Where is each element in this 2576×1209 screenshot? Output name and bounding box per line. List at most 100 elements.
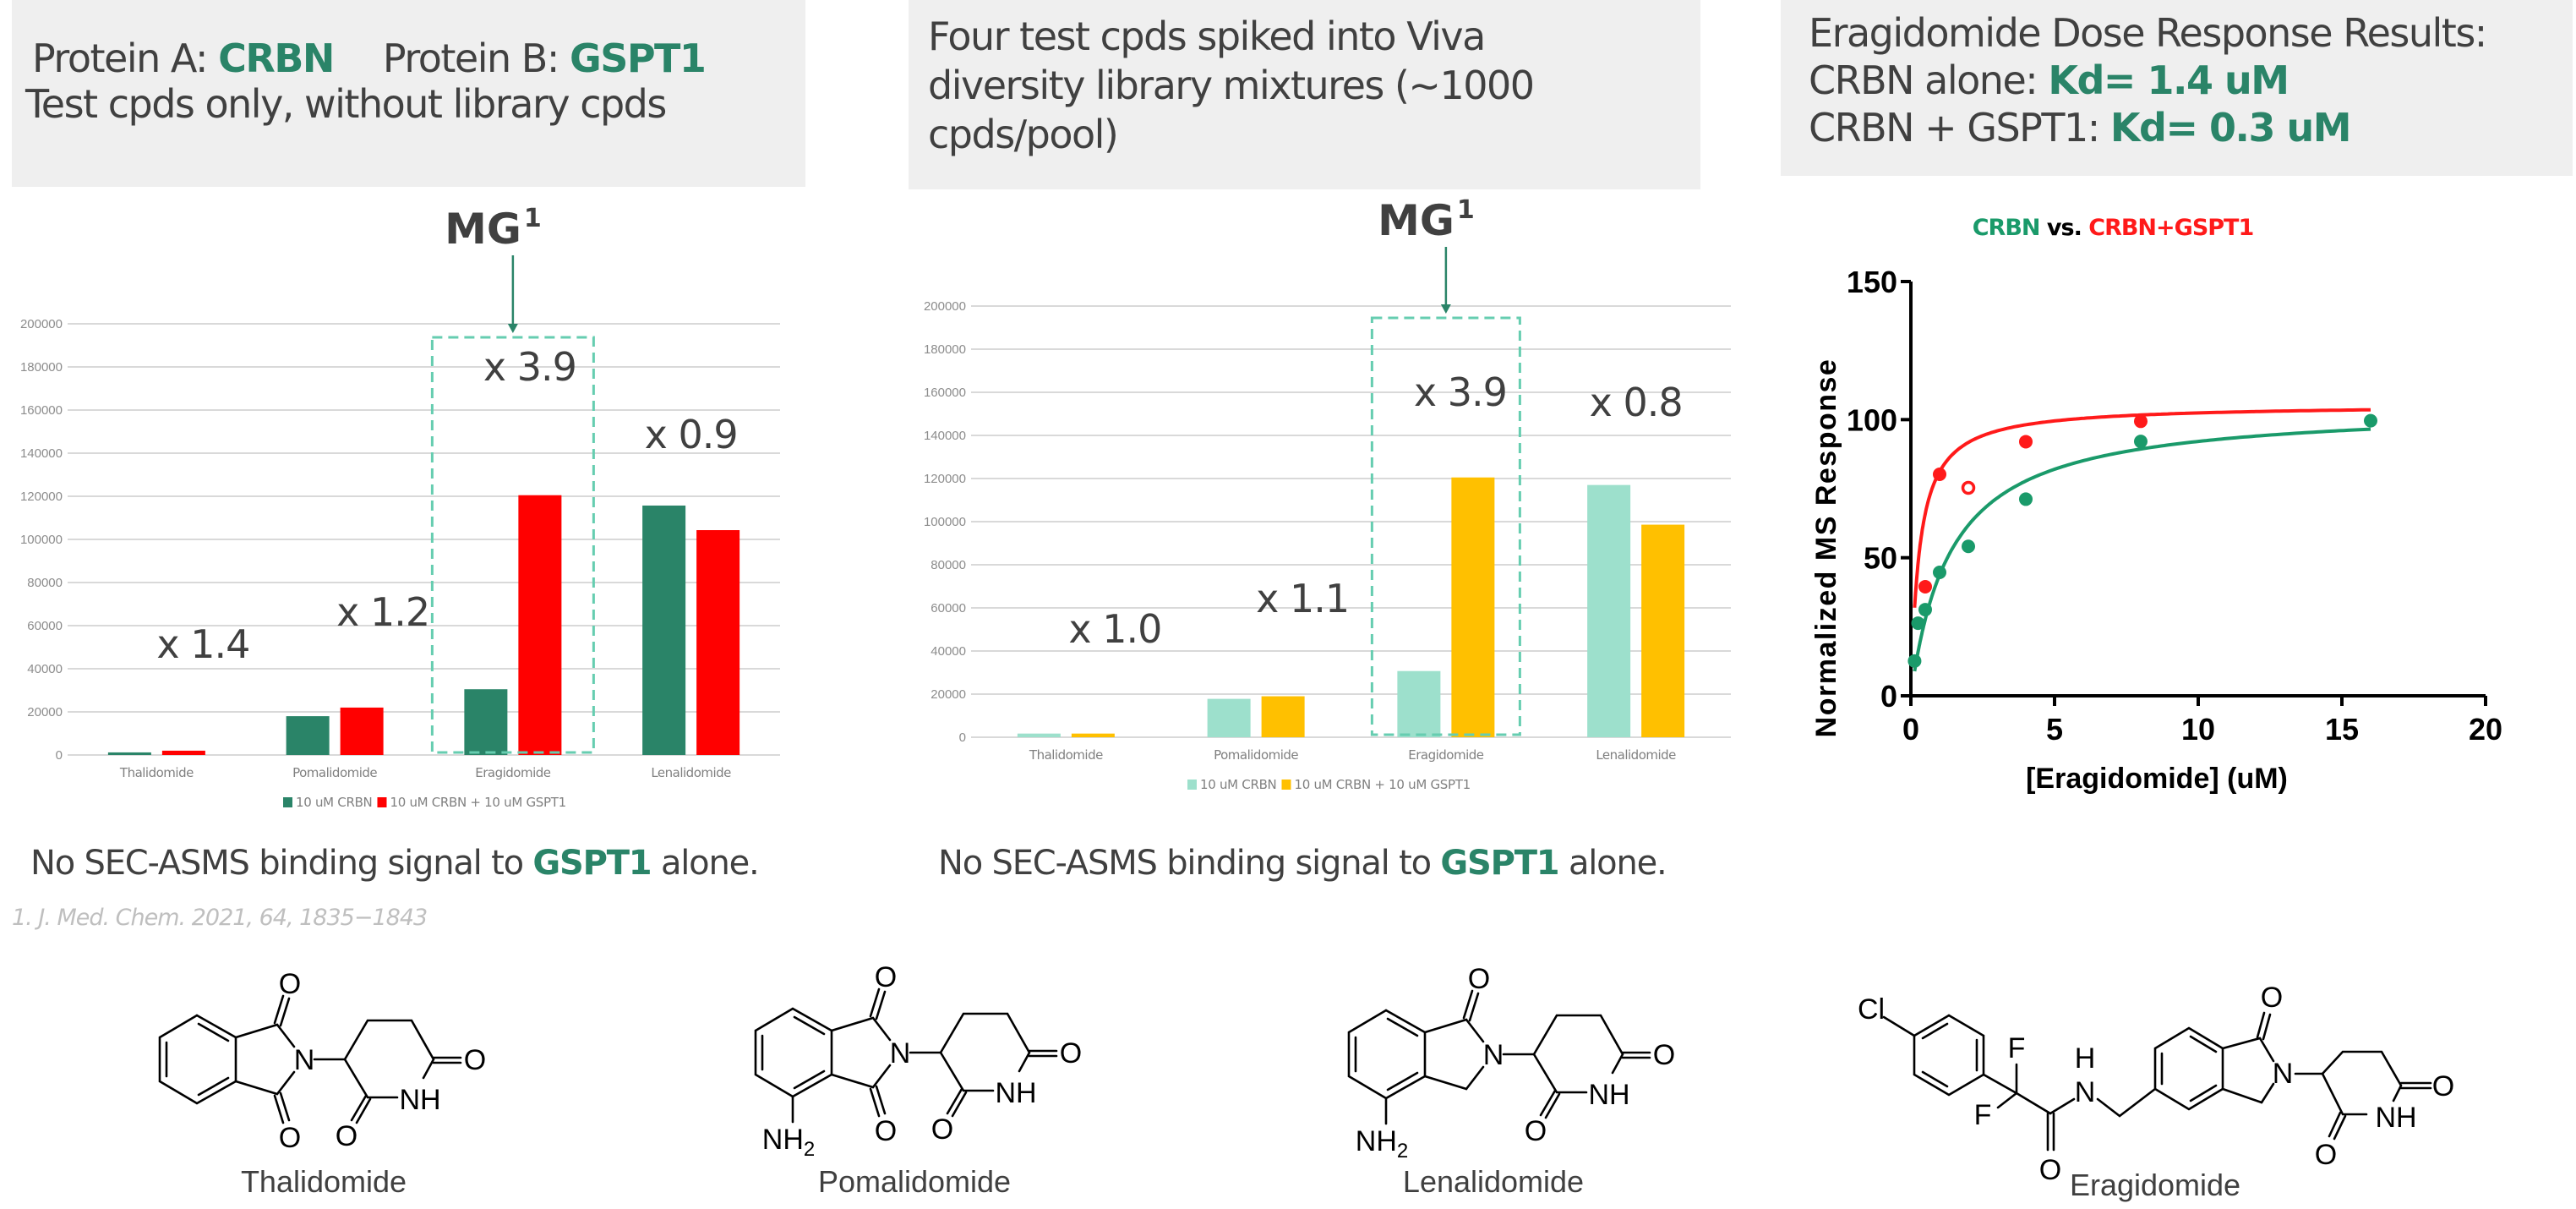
fold-change-label: x 1.4: [156, 621, 249, 667]
arrow-head: [1440, 304, 1451, 314]
kd-crbn-label: CRBN alone:: [1809, 57, 2049, 103]
fold-change-label: x 3.9: [483, 344, 576, 390]
y-tick-label: 120000: [924, 472, 966, 486]
y-tick-label: 20000: [27, 705, 63, 719]
data-point-crbn: [2364, 413, 2377, 428]
header-right-line1: Eragidomide Dose Response Results:: [1809, 10, 2487, 56]
fold-change-label: x 0.8: [1590, 380, 1683, 425]
atom-o: O: [1653, 1039, 1675, 1071]
atom-o: O: [931, 1113, 953, 1146]
bar-pomalidomide-crbn-gspt1: [1261, 696, 1305, 737]
bar-pomalidomide-crbn: [1207, 698, 1251, 737]
x-axis-label: [Eragidomide] (uM): [2026, 763, 2288, 795]
header-middle-line3: cpds/pool): [928, 112, 1119, 157]
structure-lenalidomide: O N NH O O NH2 Lenalidomide: [1347, 963, 1675, 1199]
mg-annotation-sup: 1: [1457, 195, 1475, 225]
y-tick-label: 60000: [931, 601, 966, 615]
mg-annotation-sup: 1: [524, 204, 542, 233]
bar-lenalidomide-crbn: [1587, 484, 1631, 737]
bar-lenalidomide-crbn-gspt1: [696, 530, 740, 755]
note-highlight: GSPT1: [532, 844, 652, 883]
highlight-box: [430, 336, 595, 754]
atom-o: O: [875, 961, 897, 993]
atom-o: O: [336, 1120, 357, 1152]
y-tick-label: 60000: [27, 619, 63, 633]
protein-a-value: CRBN: [218, 36, 335, 81]
title-crbn-gspt1: CRBN+GSPT1: [2088, 215, 2253, 241]
atom-n: N: [2075, 1076, 2096, 1108]
mg-arrow: [1440, 247, 1451, 314]
kd-complex-label: CRBN + GSPT1:: [1809, 105, 2110, 150]
bar-pomalidomide-crbn: [286, 716, 330, 755]
atom-o: O: [2432, 1070, 2454, 1102]
y-tick-label: 100000: [20, 533, 63, 547]
atom-nh2: NH2: [762, 1124, 815, 1161]
x-tick-label: 15: [2325, 712, 2359, 747]
atom-o: O: [279, 1122, 301, 1154]
bar-chart-no-library: 0 20000 40000 60000 80000 100000 120000 140000 1…: [20, 204, 780, 810]
legend-swatch: [377, 797, 387, 807]
category-label: Eragidomide: [1408, 747, 1484, 763]
y-tick-label: 160000: [924, 386, 966, 400]
category-label: Pomalidomide: [292, 765, 377, 780]
category-label: Eragidomide: [475, 765, 551, 780]
bar-thalidomide-crbn: [107, 752, 151, 755]
y-tick-label: 0: [56, 748, 63, 763]
fold-change-label: x 0.9: [645, 412, 738, 457]
data-point-crbn-gspt1: [2019, 435, 2033, 449]
bar-thalidomide-crbn: [1017, 733, 1061, 737]
mg-annotation: MG: [445, 205, 521, 254]
header-right-line3: CRBN + GSPT1: Kd= 0.3 uM: [1809, 101, 2352, 154]
protein-b-label: Protein B:: [382, 36, 570, 81]
data-point-crbn: [1933, 565, 1946, 579]
header-middle-line1: Four test cpds spiked into Viva: [928, 14, 1486, 59]
header-box-right: [1781, 0, 2573, 176]
data-point-crbn: [1911, 616, 1925, 631]
fit-curve-crbn-gspt1: [1913, 408, 2371, 608]
protein-a-label: Protein A:: [32, 36, 219, 81]
bar-pomalidomide-crbn-gspt1: [340, 707, 384, 755]
x-tick-label: 0: [1902, 712, 1919, 747]
atom-h: H: [2075, 1042, 2096, 1075]
category-label: Lenalidomide: [1596, 747, 1676, 763]
y-tick-label: 0: [959, 730, 966, 745]
fold-change-label: x 1.2: [336, 589, 429, 635]
y-tick-label: 20000: [931, 687, 966, 702]
atom-o: O: [1468, 963, 1490, 995]
atom-nh: NH: [2375, 1102, 2416, 1134]
note-text: No SEC-ASMS binding signal to: [30, 844, 533, 883]
compound-name: Pomalidomide: [818, 1164, 1011, 1199]
header-box-left: [12, 0, 805, 187]
header-box-middle: [909, 0, 1700, 189]
title-vs: vs.: [2040, 215, 2089, 241]
protein-b-value: GSPT1: [569, 36, 707, 81]
bar-eragidomide-crbn-gspt1: [1451, 477, 1495, 737]
atom-o: O: [875, 1115, 897, 1147]
y-tick-label: 40000: [931, 644, 966, 659]
category-label: Pomalidomide: [1214, 747, 1298, 763]
compound-name: Lenalidomide: [1403, 1164, 1584, 1199]
atom-f: F: [1974, 1099, 1992, 1131]
category-label: Lenalidomide: [651, 765, 731, 780]
atom-o: O: [2261, 982, 2283, 1014]
header-left-line2: Test cpds only, without library cpds: [25, 81, 667, 127]
mg-arrow: [507, 255, 518, 333]
y-tick-label: 140000: [924, 429, 966, 443]
data-point-crbn-gspt1: [1918, 579, 1932, 594]
header-middle-line2: diversity library mixtures (~1000: [928, 63, 1535, 108]
atom-f: F: [2008, 1032, 2026, 1064]
highlight-box: [1370, 316, 1521, 736]
atom-nh: NH: [995, 1077, 1036, 1109]
fold-change-label: x 3.9: [1414, 369, 1507, 415]
data-point-crbn: [1918, 603, 1932, 617]
bar-lenalidomide-crbn: [642, 505, 686, 755]
title-crbn: CRBN: [1973, 215, 2040, 241]
reference-citation: 1. J. Med. Chem. 2021, 64, 1835−1843: [12, 905, 428, 931]
arrow-head: [507, 324, 518, 333]
y-tick-label: 160000: [20, 403, 63, 418]
data-point-crbn-gspt1: [1961, 480, 1976, 495]
compound-name: Thalidomide: [241, 1164, 407, 1199]
atom-n: N: [2273, 1058, 2294, 1090]
y-tick-label: 100: [1847, 402, 1897, 437]
